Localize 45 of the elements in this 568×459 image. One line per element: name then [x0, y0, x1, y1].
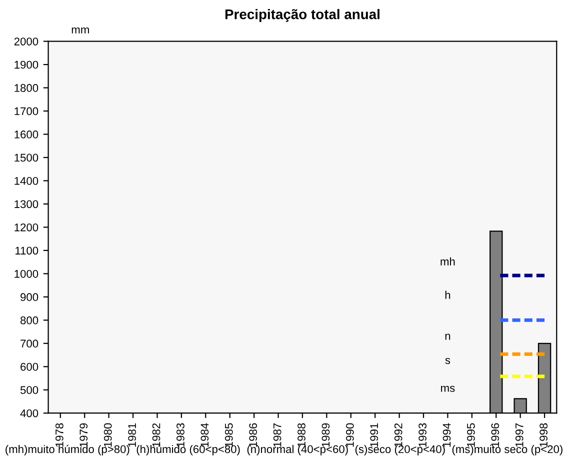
y-tick-label: 1700 [14, 107, 38, 116]
y-tick-label: 1800 [14, 84, 38, 92]
y-tick-label: 1300 [14, 200, 38, 208]
x-tick-label: 1993 [418, 423, 426, 447]
y-tick-label: 500 [20, 386, 38, 394]
y-tick-label: 1000 [14, 270, 38, 278]
x-tick-label: 1985 [224, 423, 233, 447]
x-tick-label: 1992 [394, 423, 402, 447]
x-tick-label: 1991 [370, 423, 378, 447]
x-tick-label: 1997 [515, 423, 524, 447]
x-tick-label: 1982 [152, 423, 160, 447]
annotation: h [445, 290, 450, 299]
x-tick-label: 1981 [128, 423, 136, 447]
x-tick-label: 1988 [298, 423, 306, 447]
annotation: n [445, 334, 450, 340]
x-tick-label: 1996 [491, 423, 500, 447]
y-tick-label: 1500 [14, 154, 38, 162]
y-tick-label: 1400 [14, 177, 38, 185]
x-tick-label: 1994 [442, 423, 451, 447]
x-tick-label: 1983 [176, 423, 184, 447]
annotation: s [445, 358, 450, 364]
x-tick-label: 1995 [467, 423, 475, 447]
y-tick-label: 900 [20, 293, 38, 302]
x-tick-label: 1984 [200, 423, 209, 447]
y-tick-label: 1600 [14, 130, 38, 138]
x-tick-label: 1989 [322, 423, 330, 447]
y-tick-label: 400 [20, 409, 38, 418]
x-tick-label: 1987 [273, 423, 282, 447]
annotation: ms [441, 386, 455, 392]
y-tick-label: 1900 [14, 60, 38, 69]
x-tick-label: 1978 [56, 423, 64, 447]
x-tick-label: 1998 [540, 423, 548, 447]
chart-title: Precipitação total anual [225, 9, 380, 22]
y-tick-label: 700 [20, 340, 38, 348]
y-axis-title: mm [72, 27, 89, 34]
y-tick-label: 600 [20, 362, 38, 371]
annotation: mh [440, 257, 455, 266]
y-tick-label: 1100 [16, 246, 38, 255]
x-tick-label: 1990 [346, 423, 354, 447]
x-tick-label: 1986 [249, 423, 258, 447]
y-tick-label: 800 [20, 316, 38, 324]
y-tick-label: 1200 [14, 223, 38, 232]
x-tick-label: 1979 [80, 423, 88, 447]
y-tick-label: 2000 [14, 38, 38, 46]
x-tick-label: 1980 [104, 423, 112, 447]
